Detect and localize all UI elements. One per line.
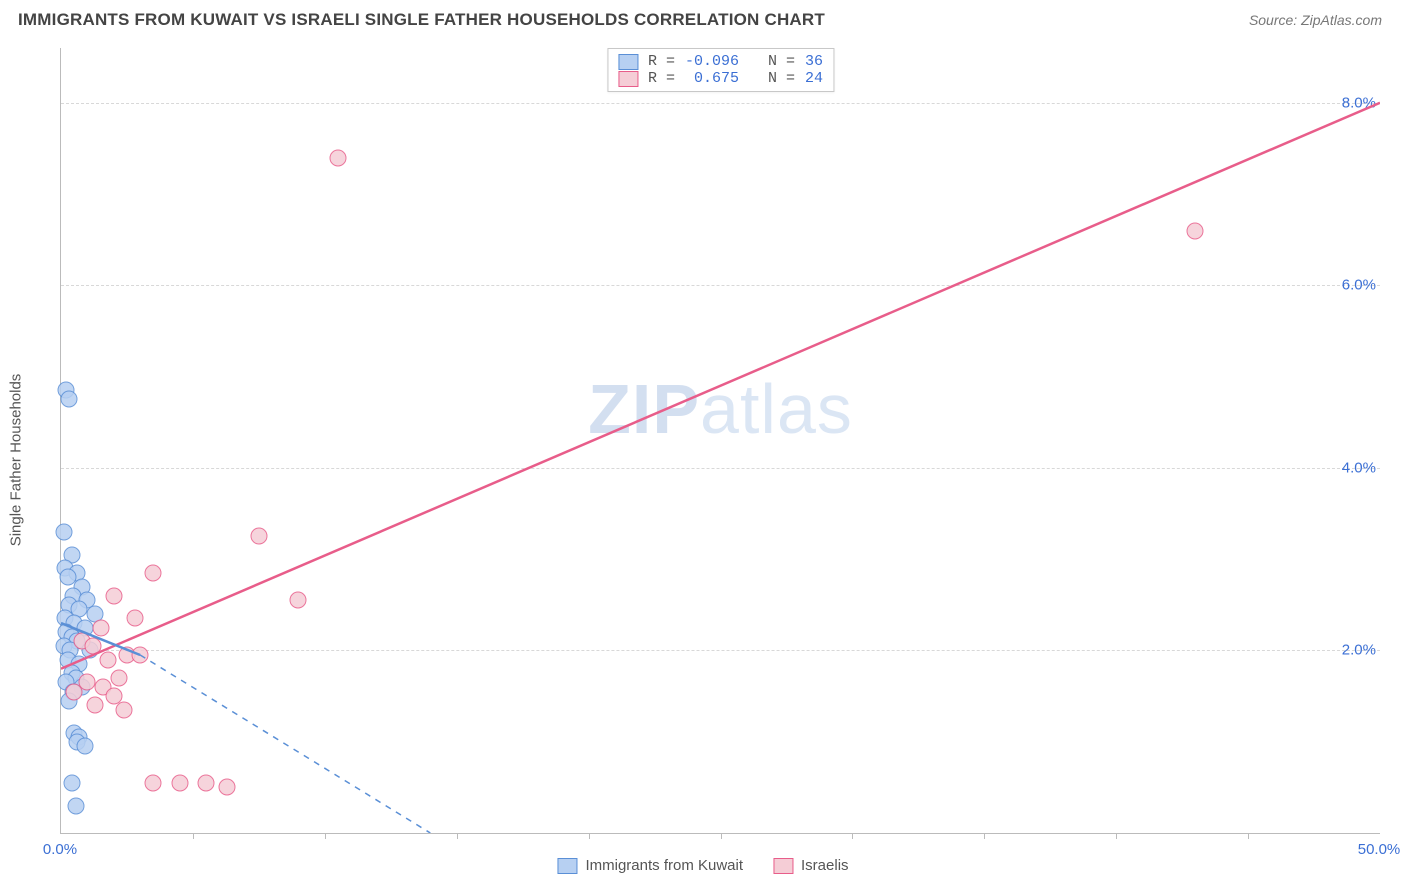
data-point <box>198 774 215 791</box>
chart-lines-layer <box>61 48 1380 833</box>
y-axis-label: Single Father Households <box>8 374 25 547</box>
gridline <box>61 103 1380 104</box>
chart-title: IMMIGRANTS FROM KUWAIT VS ISRAELI SINGLE… <box>18 10 825 30</box>
gridline <box>61 650 1380 651</box>
title-bar: IMMIGRANTS FROM KUWAIT VS ISRAELI SINGLE… <box>0 0 1406 34</box>
gridline <box>61 468 1380 469</box>
data-point <box>329 149 346 166</box>
y-tick-label: 2.0% <box>1342 642 1376 659</box>
chart-container: Single Father Households R = -0.096 N = … <box>18 40 1388 880</box>
x-tick-mark <box>589 833 590 839</box>
legend-n-label: N = <box>768 53 795 70</box>
data-point <box>116 701 133 718</box>
gridline <box>61 285 1380 286</box>
watermark: ZIPatlas <box>588 369 853 449</box>
legend-n-label: N = <box>768 70 795 87</box>
data-point <box>66 683 83 700</box>
legend-item: Israelis <box>773 857 849 874</box>
x-tick-mark <box>325 833 326 839</box>
data-point <box>145 564 162 581</box>
data-point <box>67 797 84 814</box>
x-tick-mark <box>984 833 985 839</box>
x-tick-label: 50.0% <box>1358 841 1401 858</box>
x-tick-mark <box>852 833 853 839</box>
regression-line-pink <box>61 103 1380 669</box>
x-tick-mark <box>193 833 194 839</box>
data-point <box>111 669 128 686</box>
x-tick-mark <box>1116 833 1117 839</box>
legend-row: R = 0.675 N = 24 <box>618 70 823 87</box>
legend-row: R = -0.096 N = 36 <box>618 53 823 70</box>
legend-label: Immigrants from Kuwait <box>585 857 743 874</box>
data-point <box>92 619 109 636</box>
data-point <box>87 697 104 714</box>
legend-swatch-pink <box>773 858 793 874</box>
plot-area: R = -0.096 N = 36 R = 0.675 N = 24 ZIPat… <box>60 48 1380 834</box>
data-point <box>105 587 122 604</box>
x-tick-mark <box>1248 833 1249 839</box>
data-point <box>76 738 93 755</box>
legend-r-label: R = <box>648 70 675 87</box>
data-point <box>145 774 162 791</box>
data-point <box>219 779 236 796</box>
x-tick-mark <box>721 833 722 839</box>
series-legend: Immigrants from Kuwait Israelis <box>557 857 848 874</box>
data-point <box>171 774 188 791</box>
y-tick-label: 4.0% <box>1342 459 1376 476</box>
y-tick-label: 8.0% <box>1342 94 1376 111</box>
legend-r-label: R = <box>648 53 675 70</box>
legend-n-value: 36 <box>805 53 823 70</box>
data-point <box>63 774 80 791</box>
regression-extrapolation-blue <box>140 655 430 833</box>
data-point <box>84 637 101 654</box>
x-tick-mark <box>457 833 458 839</box>
source-attribution: Source: ZipAtlas.com <box>1249 12 1382 28</box>
legend-r-value: -0.096 <box>685 53 739 70</box>
legend-label: Israelis <box>801 857 849 874</box>
y-tick-label: 6.0% <box>1342 277 1376 294</box>
legend-swatch-blue <box>618 54 638 70</box>
data-point <box>132 647 149 664</box>
data-point <box>290 592 307 609</box>
data-point <box>100 651 117 668</box>
legend-swatch-blue <box>557 858 577 874</box>
data-point <box>55 523 72 540</box>
legend-r-value: 0.675 <box>685 70 739 87</box>
data-point <box>250 528 267 545</box>
data-point <box>126 610 143 627</box>
x-tick-label: 0.0% <box>43 841 77 858</box>
data-point <box>1187 222 1204 239</box>
data-point <box>60 391 77 408</box>
correlation-legend: R = -0.096 N = 36 R = 0.675 N = 24 <box>607 48 834 92</box>
legend-n-value: 24 <box>805 70 823 87</box>
legend-item: Immigrants from Kuwait <box>557 857 743 874</box>
legend-swatch-pink <box>618 71 638 87</box>
